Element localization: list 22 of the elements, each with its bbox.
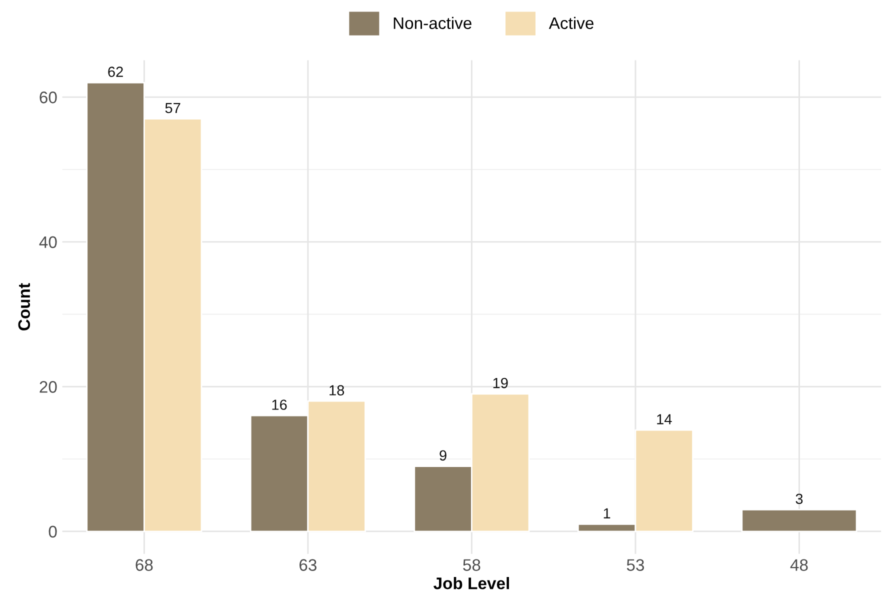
y-axis-title: Count	[18, 283, 30, 330]
data-label: 1	[604, 508, 610, 518]
legend-label: Active	[548, 16, 594, 30]
data-label: 18	[330, 385, 344, 396]
data-label: 19	[493, 378, 508, 388]
x-tick-label: 58	[463, 559, 480, 571]
data-label: 3	[796, 494, 803, 504]
data-label: 62	[108, 66, 123, 77]
y-tick-label: 20	[40, 381, 57, 393]
data-label: 9	[440, 450, 446, 461]
data-label: 14	[657, 414, 672, 424]
data-label: 16	[272, 400, 287, 410]
x-tick-label: 68	[136, 559, 153, 571]
x-tick-label: 63	[300, 559, 316, 571]
y-tick-label: 0	[48, 526, 57, 538]
y-tick-label: 40	[39, 236, 57, 248]
x-tick-label: 48	[790, 559, 808, 571]
legend-label: Non-active	[394, 16, 472, 30]
y-tick-label: 60	[40, 92, 57, 104]
data-label: 57	[165, 102, 180, 114]
x-axis-title: Job Level	[434, 577, 509, 590]
x-tick-label: 53	[626, 559, 644, 571]
